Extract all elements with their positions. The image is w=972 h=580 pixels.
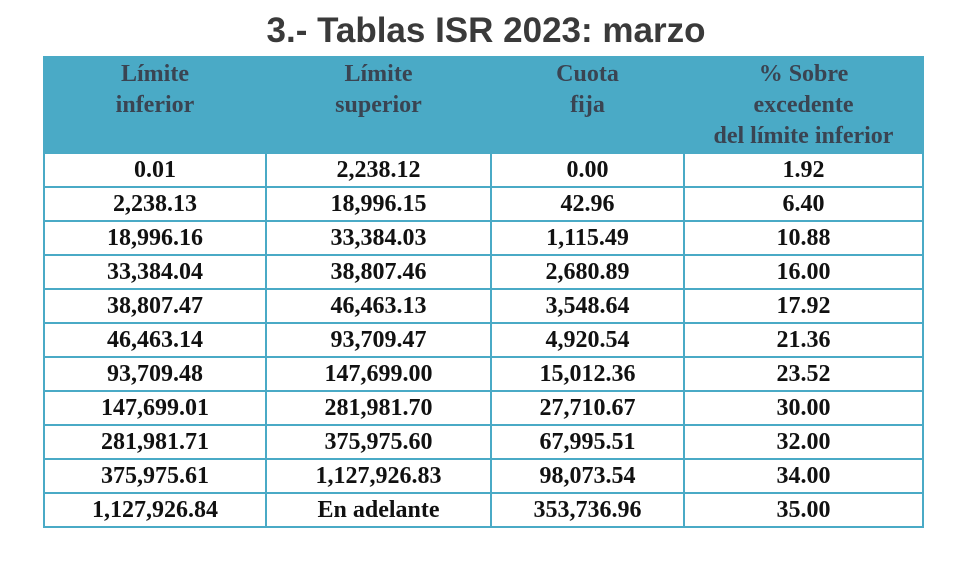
cell-porcentaje: 21.36 — [683, 323, 924, 358]
cell-cuota-fija: 67,995.51 — [490, 425, 685, 460]
cell-limite-inferior: 1,127,926.84 — [43, 493, 267, 528]
header-porcentaje-excedente: % Sobre excedente del límite inferior — [683, 56, 924, 154]
table-header-row: Límite inferior Límite superior Cuota fi… — [43, 56, 924, 154]
table-row: 33,384.04 38,807.46 2,680.89 16.00 — [43, 255, 924, 290]
cell-limite-superior: 147,699.00 — [265, 357, 492, 392]
cell-limite-inferior: 375,975.61 — [43, 459, 267, 494]
cell-porcentaje: 23.52 — [683, 357, 924, 392]
cell-limite-superior: 33,384.03 — [265, 221, 492, 256]
cell-limite-superior: 38,807.46 — [265, 255, 492, 290]
cell-limite-inferior: 93,709.48 — [43, 357, 267, 392]
cell-limite-inferior: 147,699.01 — [43, 391, 267, 426]
table-row: 38,807.47 46,463.13 3,548.64 17.92 — [43, 289, 924, 324]
cell-limite-inferior: 281,981.71 — [43, 425, 267, 460]
cell-limite-superior: 375,975.60 — [265, 425, 492, 460]
table-row: 18,996.16 33,384.03 1,115.49 10.88 — [43, 221, 924, 256]
cell-cuota-fija: 27,710.67 — [490, 391, 685, 426]
header-line: superior — [335, 92, 422, 118]
cell-porcentaje: 30.00 — [683, 391, 924, 426]
cell-limite-superior: 46,463.13 — [265, 289, 492, 324]
cell-porcentaje: 16.00 — [683, 255, 924, 290]
cell-limite-inferior: 38,807.47 — [43, 289, 267, 324]
cell-limite-inferior: 0.01 — [43, 154, 267, 188]
header-line: excedente — [753, 92, 854, 118]
cell-limite-superior: En adelante — [265, 493, 492, 528]
cell-porcentaje: 1.92 — [683, 154, 924, 188]
cell-limite-superior: 2,238.12 — [265, 154, 492, 188]
table-row: 281,981.71 375,975.60 67,995.51 32.00 — [43, 425, 924, 460]
cell-limite-inferior: 2,238.13 — [43, 187, 267, 222]
cell-limite-superior: 93,709.47 — [265, 323, 492, 358]
cell-porcentaje: 34.00 — [683, 459, 924, 494]
cell-limite-superior: 281,981.70 — [265, 391, 492, 426]
table-row: 46,463.14 93,709.47 4,920.54 21.36 — [43, 323, 924, 358]
header-line: inferior — [115, 92, 195, 118]
cell-limite-inferior: 46,463.14 — [43, 323, 267, 358]
cell-porcentaje: 32.00 — [683, 425, 924, 460]
header-line: fija — [570, 92, 605, 118]
header-line: % Sobre — [758, 61, 849, 87]
cell-cuota-fija: 0.00 — [490, 154, 685, 188]
header-line: Cuota — [556, 61, 619, 87]
header-limite-superior: Límite superior — [265, 56, 492, 154]
table-row: 0.01 2,238.12 0.00 1.92 — [43, 154, 924, 188]
cell-porcentaje: 6.40 — [683, 187, 924, 222]
header-cuota-fija: Cuota fija — [490, 56, 685, 154]
cell-limite-inferior: 33,384.04 — [43, 255, 267, 290]
table-row: 1,127,926.84 En adelante 353,736.96 35.00 — [43, 493, 924, 528]
cell-cuota-fija: 3,548.64 — [490, 289, 685, 324]
cell-cuota-fija: 98,073.54 — [490, 459, 685, 494]
table-row: 93,709.48 147,699.00 15,012.36 23.52 — [43, 357, 924, 392]
cell-cuota-fija: 15,012.36 — [490, 357, 685, 392]
page-title: 3.- Tablas ISR 2023: marzo — [266, 11, 706, 50]
table-body: 0.01 2,238.12 0.00 1.92 2,238.13 18,996.15 42.… — [43, 154, 924, 528]
table-row: 2,238.13 18,996.15 42.96 6.40 — [43, 187, 924, 222]
cell-porcentaje: 17.92 — [683, 289, 924, 324]
cell-porcentaje: 10.88 — [683, 221, 924, 256]
cell-limite-inferior: 18,996.16 — [43, 221, 267, 256]
header-limite-inferior: Límite inferior — [43, 56, 267, 154]
table-row: 375,975.61 1,127,926.83 98,073.54 34.00 — [43, 459, 924, 494]
cell-cuota-fija: 1,115.49 — [490, 221, 685, 256]
cell-porcentaje: 35.00 — [683, 493, 924, 528]
table-row: 147,699.01 281,981.70 27,710.67 30.00 — [43, 391, 924, 426]
header-line: Límite — [344, 61, 413, 87]
cell-cuota-fija: 353,736.96 — [490, 493, 685, 528]
cell-limite-superior: 18,996.15 — [265, 187, 492, 222]
isr-table: Límite inferior Límite superior Cuota fi… — [43, 56, 924, 528]
header-line: del límite inferior — [713, 123, 894, 149]
cell-limite-superior: 1,127,926.83 — [265, 459, 492, 494]
header-line: Límite — [121, 61, 189, 87]
cell-cuota-fija: 2,680.89 — [490, 255, 685, 290]
cell-cuota-fija: 4,920.54 — [490, 323, 685, 358]
cell-cuota-fija: 42.96 — [490, 187, 685, 222]
